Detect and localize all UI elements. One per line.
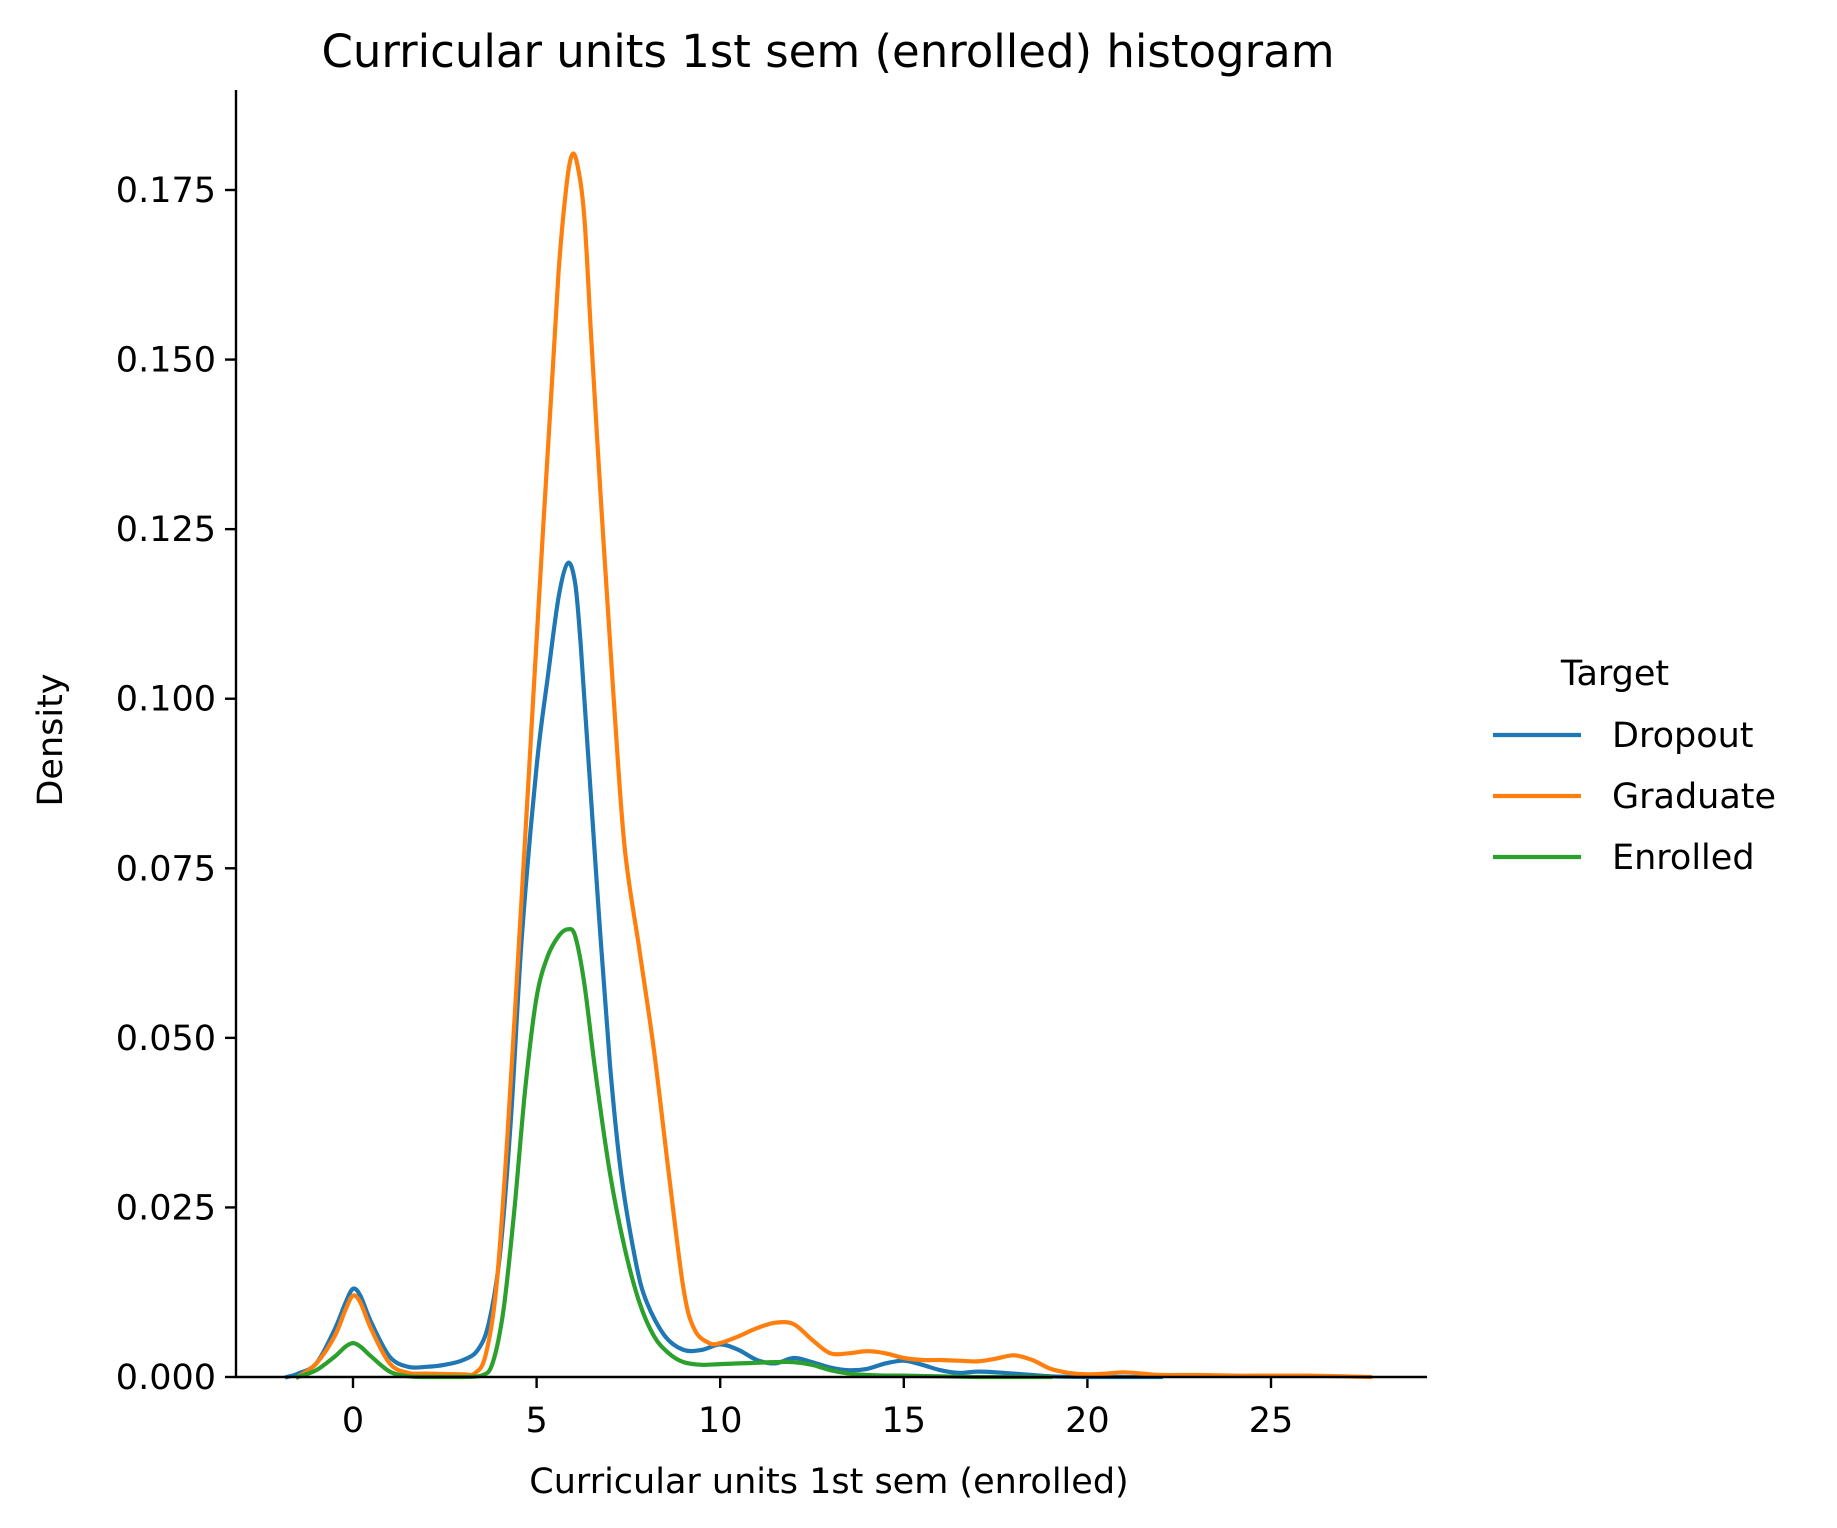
legend-label-graduate: Graduate <box>1612 777 1776 817</box>
y-tick-label: 0.075 <box>116 849 216 889</box>
y-tick-label: 0.175 <box>116 171 216 211</box>
y-tick-label: 0.000 <box>116 1358 216 1398</box>
series-line-graduate <box>294 151 1373 1380</box>
x-tick-label: 20 <box>1065 1401 1110 1441</box>
y-axis-ticks: 0.000 0.025 0.050 0.075 0.100 0.125 0.150 0.175 <box>116 171 236 1398</box>
series-lines <box>284 151 1373 1380</box>
x-tick-label: 0 <box>342 1401 364 1441</box>
legend-label-enrolled: Enrolled <box>1612 838 1755 878</box>
x-axis-label: Curricular units 1st sem (enrolled) <box>529 1462 1128 1502</box>
y-tick-label: 0.025 <box>116 1188 216 1228</box>
x-axis-ticks: 0 5 10 15 20 25 <box>342 1377 1293 1441</box>
y-axis-label: Density <box>31 673 71 806</box>
y-tick-label: 0.150 <box>116 341 216 381</box>
y-tick-label: 0.125 <box>116 510 216 550</box>
chart-title: Curricular units 1st sem (enrolled) hist… <box>321 25 1334 78</box>
y-tick-label: 0.100 <box>116 680 216 720</box>
x-tick-label: 10 <box>698 1401 743 1441</box>
series-line-dropout <box>284 560 1163 1380</box>
legend-label-dropout: Dropout <box>1612 716 1754 756</box>
x-tick-label: 25 <box>1249 1401 1294 1441</box>
legend-title: Target <box>1560 654 1669 694</box>
series-line-enrolled <box>295 926 1053 1380</box>
y-tick-label: 0.050 <box>116 1019 216 1059</box>
x-tick-label: 5 <box>525 1401 547 1441</box>
legend: Target Dropout Graduate Enrolled <box>1493 654 1776 878</box>
x-tick-label: 15 <box>882 1401 927 1441</box>
